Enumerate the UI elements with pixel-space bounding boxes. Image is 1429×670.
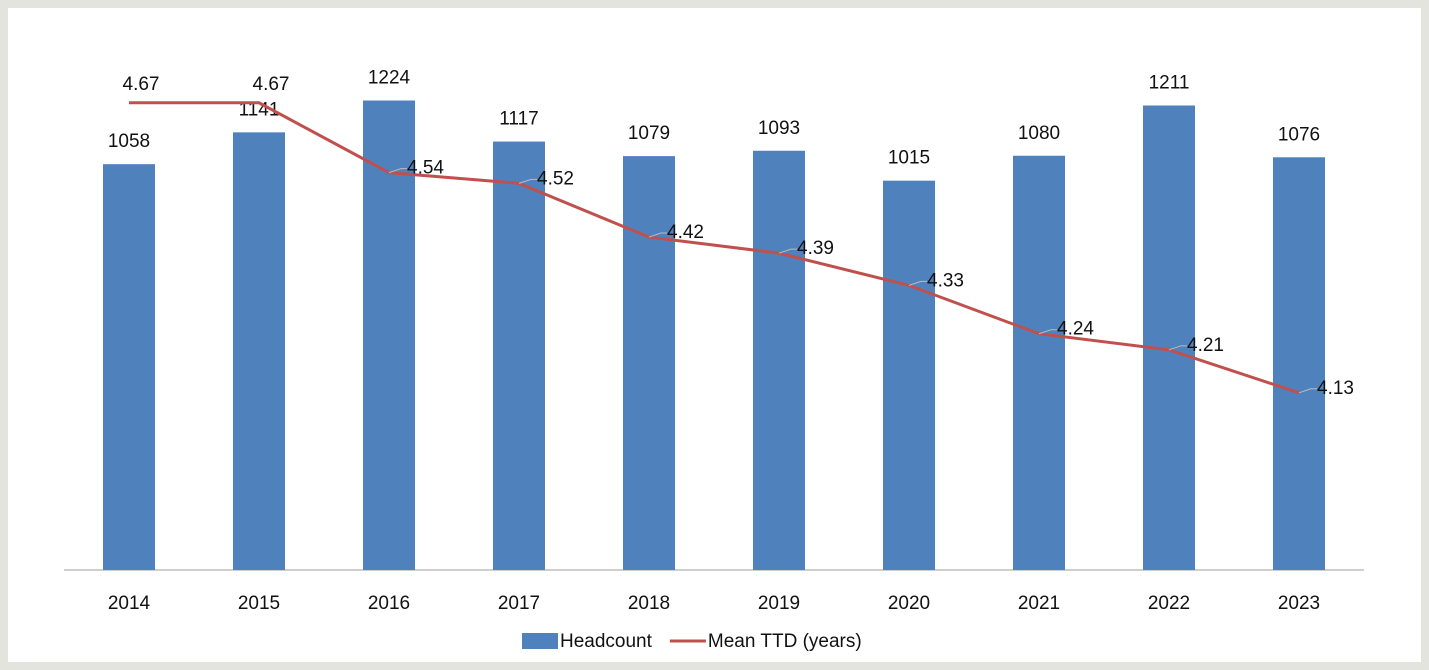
line-value-label: 4.39 bbox=[797, 238, 834, 259]
line-value-label: 4.21 bbox=[1187, 335, 1224, 356]
legend-label: Headcount bbox=[560, 631, 653, 652]
leader-line bbox=[1038, 329, 1057, 335]
x-tick-label: 2017 bbox=[498, 593, 540, 614]
line-value-label: 4.52 bbox=[537, 168, 574, 189]
bar-value-label: 1058 bbox=[108, 131, 150, 152]
leader-line bbox=[778, 248, 797, 254]
x-tick-label: 2020 bbox=[888, 593, 930, 614]
line bbox=[129, 101, 1300, 395]
x-tick-label: 2019 bbox=[758, 593, 800, 614]
bar-value-label: 1117 bbox=[499, 109, 538, 130]
x-tick-label: 2022 bbox=[1148, 593, 1190, 614]
bar-value-label: 1015 bbox=[888, 148, 930, 169]
bar bbox=[1143, 105, 1195, 571]
legend-swatch bbox=[522, 633, 558, 649]
bar bbox=[103, 164, 155, 570]
bar-value-label: 1079 bbox=[628, 123, 670, 144]
leader-line bbox=[908, 280, 927, 286]
bar-value-label: 1224 bbox=[368, 68, 411, 89]
line-value-label: 4.24 bbox=[1057, 319, 1094, 340]
x-tick-label: 2018 bbox=[628, 593, 670, 614]
bar bbox=[883, 180, 935, 571]
line-value-label: 4.13 bbox=[1317, 378, 1354, 399]
line-value-label: 4.54 bbox=[407, 158, 444, 179]
bar-value-label: 1093 bbox=[758, 118, 800, 139]
bar bbox=[753, 150, 805, 571]
bar-value-label: 1141 bbox=[239, 99, 280, 120]
bar-value-label: 1076 bbox=[1278, 124, 1320, 145]
bar bbox=[363, 100, 415, 570]
line-value-label: 4.67 bbox=[253, 74, 290, 95]
bar bbox=[1013, 155, 1065, 570]
x-tick-label: 2021 bbox=[1018, 593, 1060, 614]
leader-line bbox=[1168, 345, 1187, 351]
bar bbox=[1273, 157, 1325, 570]
line-value-label: 4.42 bbox=[667, 222, 704, 243]
leader-line bbox=[648, 232, 667, 238]
x-tick-label: 2015 bbox=[238, 593, 280, 614]
line-value-label: 4.33 bbox=[927, 270, 964, 291]
bar-value-label: 1211 bbox=[1149, 73, 1190, 94]
legend-label: Mean TTD (years) bbox=[708, 631, 862, 652]
leader-line bbox=[1298, 388, 1317, 394]
bar bbox=[493, 141, 545, 570]
bar bbox=[623, 156, 675, 570]
x-tick-label: 2014 bbox=[108, 593, 151, 614]
leader-line bbox=[518, 178, 537, 184]
bar-value-label: 1080 bbox=[1018, 123, 1060, 144]
leader-line bbox=[388, 168, 407, 174]
bar bbox=[233, 132, 285, 570]
x-tick-label: 2016 bbox=[368, 593, 410, 614]
x-tick-label: 2023 bbox=[1278, 593, 1320, 614]
line-value-label: 4.67 bbox=[123, 74, 160, 95]
